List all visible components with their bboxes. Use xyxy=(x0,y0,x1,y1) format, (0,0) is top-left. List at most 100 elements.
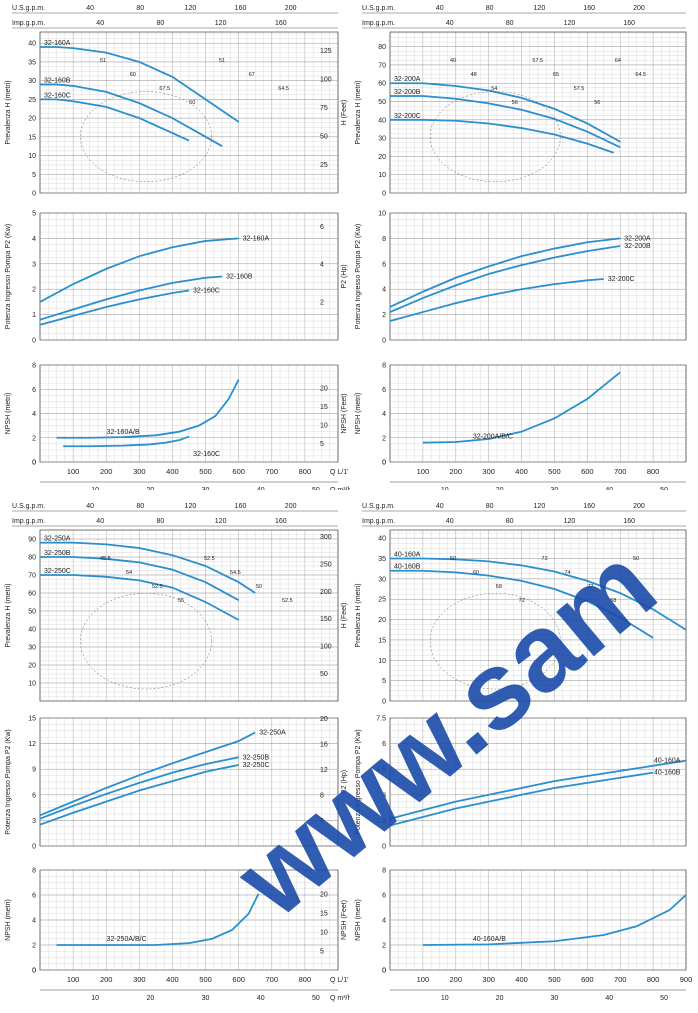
q-tick: 500 xyxy=(548,975,561,984)
head-axis-title: Prevalenza H (metri) xyxy=(5,583,12,647)
npsh-y-tick: 6 xyxy=(382,893,386,900)
usgpm-tick: 120 xyxy=(185,5,197,12)
usgpm-tick: 40 xyxy=(86,503,94,510)
head-plot: 0 10 20 30 40 50 60 70 80 Prevalenza H (metri) 32-… xyxy=(355,31,687,198)
head-y-tick: 10 xyxy=(28,153,36,160)
usgpm-label: U.S.g.p.m. xyxy=(12,503,45,510)
head-y-tick: 20 xyxy=(28,663,36,670)
q-tick: 100 xyxy=(67,467,80,476)
power-axis-title-right: P2 (Hp) xyxy=(341,264,348,288)
head-y-tick: 35 xyxy=(28,59,36,66)
series-40-160A xyxy=(389,557,687,631)
power-secondary-tick: 20 xyxy=(320,716,328,723)
power-y-tick: 12 xyxy=(28,741,36,748)
efficiency-label: 56 xyxy=(512,100,518,106)
power-axis-title-right: P2 (Hp) xyxy=(341,770,348,794)
npsh-y-tick: 8 xyxy=(32,363,36,370)
usgpm-tick: 160 xyxy=(235,503,247,510)
head-secondary-tick: 25 xyxy=(320,162,328,169)
m3h-tick: 40 xyxy=(605,995,613,1002)
impgpm-label: Imp.g.p.m. xyxy=(12,518,45,525)
head-secondary-tick: 150 xyxy=(320,616,332,623)
head-y-tick: 50 xyxy=(28,609,36,616)
series-label: 32-250C xyxy=(243,762,270,769)
usgpm-tick: 200 xyxy=(633,503,645,510)
q-tick: 200 xyxy=(100,467,113,476)
efficiency-label: 60 xyxy=(189,100,195,106)
head-y-tick: 0 xyxy=(382,699,386,706)
series-32-250A/B/C xyxy=(56,893,260,946)
usgpm-tick: 40 xyxy=(86,5,94,12)
usgpm-tick: 160 xyxy=(583,503,595,510)
npsh-secondary-tick: 15 xyxy=(320,910,328,917)
head-y-tick: 40 xyxy=(378,117,386,124)
q-zero: 0 xyxy=(382,460,386,467)
series-label: 32-250C xyxy=(44,568,71,575)
impgpm-tick: 40 xyxy=(446,20,454,27)
series-label: 32-200A/B/C xyxy=(473,434,513,441)
head-y-tick: 5 xyxy=(382,678,386,685)
q-lmin-label: Q L/1' xyxy=(330,977,348,984)
head-y-tick: 70 xyxy=(378,62,386,69)
m3h-tick: 40 xyxy=(257,995,265,1002)
impgpm-tick: 40 xyxy=(96,518,104,525)
q-tick: 500 xyxy=(199,975,212,984)
npsh-y-tick: 6 xyxy=(382,387,386,394)
q-tick: 300 xyxy=(133,975,146,984)
impgpm-tick: 120 xyxy=(564,518,576,525)
q-tick: 600 xyxy=(581,467,594,476)
m3h-tick: 20 xyxy=(146,995,154,1002)
head-secondary-tick: 75 xyxy=(320,105,328,112)
efficiency-label: 54 xyxy=(126,570,132,576)
series-40-160A/B xyxy=(422,894,687,946)
chart-panel-32-200: U.S.g.p.m. 40 80 120 160 200 Imp.g.p.m. 40 80 120… xyxy=(350,0,698,495)
head-axis-title-right: H (Feet) xyxy=(341,603,348,629)
npsh-y-tick: 8 xyxy=(382,363,386,370)
head-axis-title-right: H (Feet) xyxy=(341,100,348,126)
efficiency-label: 68 xyxy=(610,598,616,604)
head-y-tick: 40 xyxy=(28,41,36,48)
series-label: 40-160B xyxy=(394,564,421,571)
npsh-secondary-tick: 10 xyxy=(320,929,328,936)
efficiency-label: 52.5 xyxy=(282,598,293,604)
usgpm-tick: 120 xyxy=(534,503,546,510)
npsh-axis-title: NPSH (metri) xyxy=(5,393,12,435)
series-label: 32-200B xyxy=(394,89,421,96)
npsh-secondary-tick: 20 xyxy=(320,891,328,898)
efficiency-label: 50 xyxy=(633,556,639,562)
efficiency-label: 55 xyxy=(178,598,184,604)
q-tick: 700 xyxy=(614,467,627,476)
usgpm-tick: 160 xyxy=(235,5,247,12)
series-label: 32-200B xyxy=(624,243,651,250)
head-y-tick: 0 xyxy=(32,191,36,198)
npsh-y-tick: 2 xyxy=(382,943,386,950)
series-32-250A xyxy=(39,731,256,817)
head-y-tick: 30 xyxy=(378,576,386,583)
efficiency-label: 40 xyxy=(450,58,456,64)
q-m3h-label: Q m³/h xyxy=(330,995,350,1002)
usgpm-tick: 120 xyxy=(534,5,546,12)
usgpm-tick: 200 xyxy=(633,5,645,12)
efficiency-contour xyxy=(429,91,561,182)
efficiency-label: 72 xyxy=(519,598,525,604)
npsh-secondary-tick: 5 xyxy=(320,948,324,955)
efficiency-label: 52.5 xyxy=(152,584,163,590)
usgpm-label: U.S.g.p.m. xyxy=(12,5,45,12)
head-y-tick: 90 xyxy=(28,537,36,544)
power-y-tick: 9 xyxy=(32,767,36,774)
npsh-y-tick: 4 xyxy=(32,411,36,418)
power-y-tick: 10 xyxy=(378,211,386,218)
power-y-tick: 3 xyxy=(382,792,386,799)
usgpm-tick: 80 xyxy=(486,5,494,12)
head-y-tick: 20 xyxy=(378,154,386,161)
q-zero: 0 xyxy=(32,460,36,467)
head-secondary-tick: 50 xyxy=(320,671,328,678)
q-zero: 0 xyxy=(382,968,386,975)
q-tick: 300 xyxy=(133,467,146,476)
usgpm-tick: 40 xyxy=(436,5,444,12)
power-axis-title: Potenza Ingresso Pompa P2 (Kw) xyxy=(5,224,12,329)
impgpm-tick: 160 xyxy=(623,518,635,525)
series-label: 40-160A xyxy=(654,758,681,765)
efficiency-label: 74 xyxy=(564,570,570,576)
